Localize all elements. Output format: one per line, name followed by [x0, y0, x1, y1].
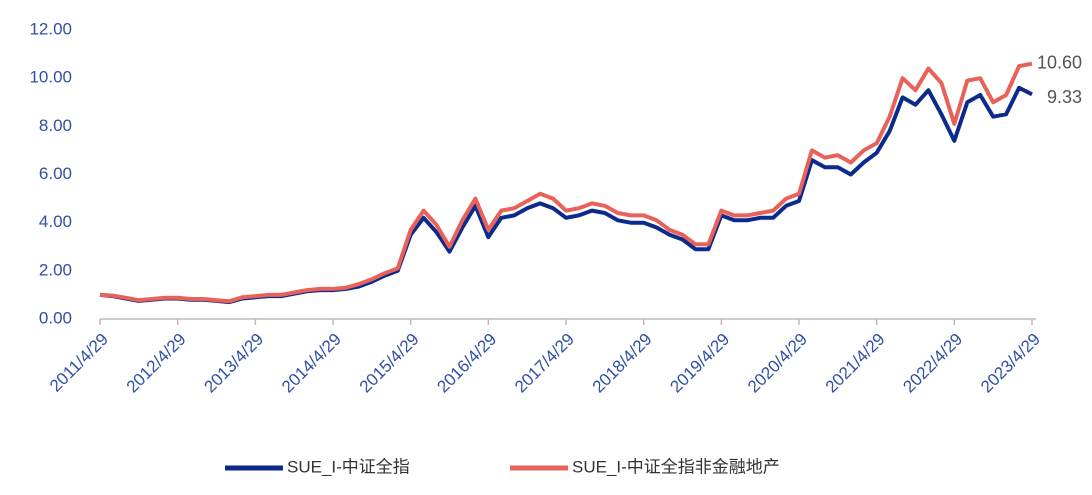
- y-tick-label: 2.00: [39, 260, 72, 279]
- x-tick-label: 2014/4/29: [278, 330, 345, 397]
- x-tick-label: 2018/4/29: [589, 330, 656, 397]
- x-tick-label: 2020/4/29: [744, 330, 811, 397]
- x-tick-label: 2021/4/29: [822, 330, 889, 397]
- x-tick-label: 2023/4/29: [977, 330, 1044, 397]
- y-tick-label: 8.00: [39, 116, 72, 135]
- y-tick-label: 0.00: [39, 308, 72, 327]
- y-tick-label: 6.00: [39, 164, 72, 183]
- end-label: 10.60: [1037, 52, 1082, 72]
- y-tick-label: 4.00: [39, 212, 72, 231]
- legend-label: SUE_I-中证全指: [287, 457, 410, 476]
- end-label: 9.33: [1047, 87, 1082, 107]
- line-series: [99, 85, 1033, 305]
- x-tick-label: 2016/4/29: [433, 330, 500, 397]
- x-tick-label: 2011/4/29: [46, 330, 112, 396]
- x-tick-label: 2017/4/29: [511, 330, 578, 397]
- y-tick-label: 10.00: [29, 68, 72, 87]
- y-tick-label: 12.00: [29, 19, 72, 38]
- x-tick-label: 2022/4/29: [899, 330, 966, 397]
- x-tick-label: 2015/4/29: [356, 330, 423, 397]
- legend-label: SUE_I-中证全指非金融地产: [572, 457, 780, 476]
- line-series: [99, 61, 1033, 304]
- x-tick-label: 2012/4/29: [123, 330, 190, 397]
- x-tick-label: 2013/4/29: [200, 330, 267, 397]
- x-tick-label: 2019/4/29: [666, 330, 733, 397]
